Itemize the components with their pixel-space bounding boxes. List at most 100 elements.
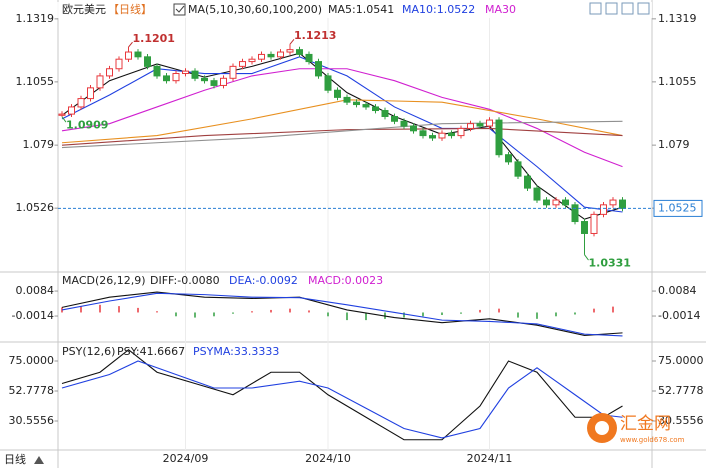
watermark-logo: [595, 421, 609, 435]
y-tick-label: 30.5556: [658, 414, 704, 427]
candle-body: [343, 96, 351, 103]
y-tick-label: -0.0014: [12, 309, 54, 322]
y-tick-label: 1.1319: [658, 12, 697, 25]
candle-body: [410, 125, 417, 132]
legend-entry: DEA:-0.0092: [229, 274, 298, 287]
legend-entry: DIFF:-0.0080: [150, 274, 220, 287]
candle-body: [305, 53, 313, 63]
candle-body: [467, 123, 474, 129]
watermark-url: www.gold678.com: [620, 436, 685, 444]
checkbox[interactable]: [173, 3, 186, 16]
candle-body: [106, 68, 113, 77]
line: [61, 360, 623, 439]
candle-body: [77, 98, 85, 108]
line: [61, 120, 623, 149]
x-tick-label: 2024/10: [305, 452, 351, 465]
candle-body: [372, 106, 379, 112]
footer-label[interactable]: 日线: [4, 452, 26, 466]
y-tick-label: 0.0084: [16, 284, 55, 297]
x-tick-label: 2024/09: [163, 452, 209, 465]
candle-body: [571, 204, 579, 223]
legend-entry: MACD:0.0023: [308, 274, 383, 287]
last-price-box: [653, 199, 703, 217]
legend-entry: MA30: [485, 3, 516, 16]
candle-body: [58, 113, 66, 116]
candle-body: [201, 77, 208, 82]
header-bg: [56, 2, 652, 18]
tool-button[interactable]: [637, 2, 650, 15]
candle-body: [391, 115, 398, 122]
y-tick-label: -0.0014: [658, 309, 700, 322]
y-tick-label: 30.5556: [9, 414, 55, 427]
candle-body: [315, 61, 322, 77]
candle-body: [96, 75, 104, 89]
candle-body: [486, 119, 493, 127]
candle-body: [581, 221, 588, 234]
candle-body: [248, 58, 256, 63]
y-tick-label: 75.0000: [658, 354, 704, 367]
annotation-leader: [128, 41, 133, 48]
candle-body: [562, 199, 569, 206]
candle-body: [524, 175, 531, 189]
candle-body: [153, 65, 161, 77]
candle-body: [590, 213, 598, 234]
y-tick-label: 1.079: [23, 138, 55, 151]
candle-body: [552, 199, 560, 206]
marks: 1.1319 1.1319 1.1055 1.1055 1.079 1.079 1.0526…: [9, 5, 704, 465]
candle-body: [600, 204, 607, 215]
candle-body: [457, 127, 465, 137]
line: [61, 292, 623, 337]
tool-button[interactable]: [621, 2, 634, 15]
candle-body: [619, 199, 626, 209]
legend-entry: PSY:41.6667: [117, 345, 185, 358]
candle-body: [362, 104, 370, 108]
candle-body: [429, 135, 436, 139]
y-tick-label: 1.079: [658, 138, 690, 151]
candle-body: [68, 106, 75, 115]
indicator: MA(5,10,30,60,100,200): [188, 3, 322, 16]
tool-button[interactable]: [589, 2, 602, 15]
y-tick-label: 52.7778: [658, 384, 704, 397]
dropdown-icon[interactable]: [34, 456, 44, 464]
line: [61, 349, 623, 441]
candle-body: [144, 56, 151, 67]
candle-body: [543, 199, 550, 206]
period[interactable]: 【日线】: [108, 2, 152, 16]
candle-body: [220, 77, 227, 86]
candle-body: [400, 120, 408, 127]
candle-body: [258, 53, 265, 60]
candle-body: [267, 53, 275, 58]
watermark-title: 汇金网: [620, 414, 671, 434]
candle-body: [334, 89, 341, 98]
y-tick-label: 52.7778: [9, 384, 55, 397]
candle-body: [191, 70, 199, 79]
annotation-leader: [289, 39, 295, 45]
y-tick-label: 0.0084: [658, 284, 697, 297]
chart-title: 欧元美元: [62, 3, 106, 16]
candle-body: [277, 51, 284, 58]
toolbar: [589, 2, 650, 15]
y-tick-label: 1.1319: [16, 12, 55, 25]
candle-body: [324, 75, 332, 91]
candle-body: [182, 70, 189, 75]
annotation-leader: [61, 116, 67, 123]
candle-body: [381, 110, 389, 117]
candle-body: [296, 49, 303, 55]
panel-title: MACD(26,12,9): [62, 274, 146, 287]
y-tick-label: 1.0526: [16, 201, 55, 214]
annotation: 1.1201: [133, 32, 175, 45]
legend-entry: MA5:1.0541: [328, 3, 394, 16]
candle-body: [239, 61, 246, 67]
candle-body: [353, 101, 360, 106]
candle-body: [419, 130, 427, 137]
legend-entry: PSYMA:33.3333: [193, 345, 279, 358]
annotation-leader: [584, 254, 589, 261]
candle-body: [609, 199, 617, 206]
x-tick-label: 2024/11: [467, 452, 513, 465]
tool-button[interactable]: [605, 2, 618, 15]
candle-body: [210, 80, 218, 86]
last-price-label: 1.0525: [658, 201, 697, 214]
candle-body: [448, 132, 455, 137]
line: [61, 68, 623, 168]
